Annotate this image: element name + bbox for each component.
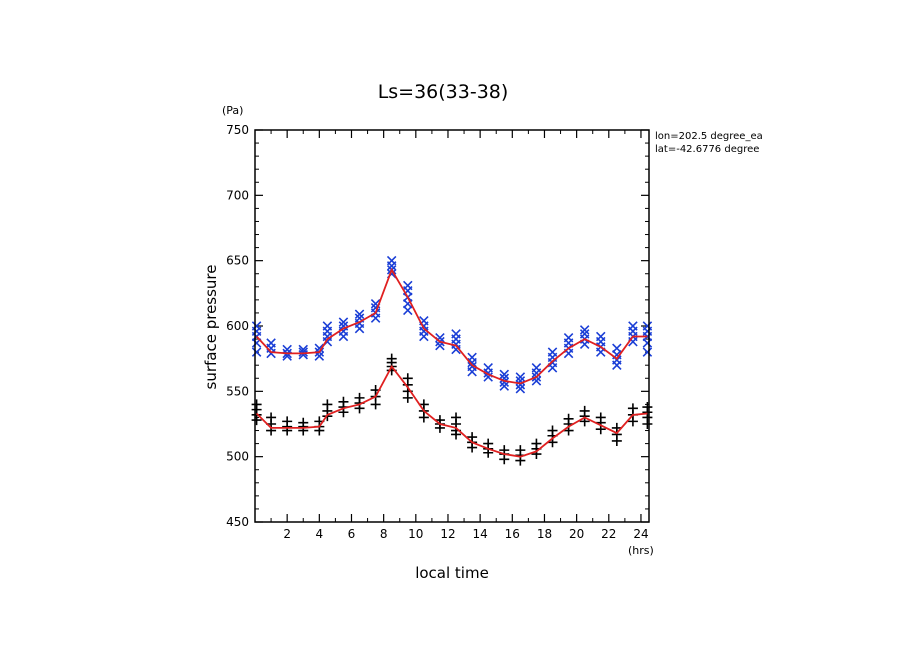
x-marker-point (612, 360, 622, 370)
x-tick-label: 2 (283, 527, 291, 541)
y-tick-label: 450 (226, 515, 249, 529)
x-marker-point (403, 305, 413, 316)
plus-marker-point (499, 454, 510, 465)
plus-marker-point (251, 415, 262, 426)
x-marker-point (251, 347, 262, 357)
x-marker-point (338, 317, 349, 327)
x-marker-point (314, 351, 325, 361)
plus-marker-point (467, 442, 478, 453)
x-tick-label: 12 (440, 527, 455, 541)
x-marker-point (338, 331, 349, 342)
x-marker-point (483, 372, 493, 382)
y-tick-label: 650 (226, 254, 249, 268)
x-tick-label: 22 (601, 527, 616, 541)
data-markers (251, 255, 653, 466)
x-marker-point (467, 366, 477, 377)
plus-marker-point (627, 416, 638, 427)
plus-marker-point (370, 399, 381, 410)
x-tick-label: 20 (569, 527, 584, 541)
plus-marker-point (611, 435, 622, 446)
plus-marker-point (418, 412, 429, 423)
x-marker-point (386, 261, 397, 271)
y-tick-label: 500 (226, 450, 249, 464)
mean-lines (255, 267, 648, 458)
x-axis-label: local time (415, 564, 489, 582)
x-tick-label: 4 (316, 527, 324, 541)
x-marker-point (642, 347, 653, 357)
x-tick-label: 14 (473, 527, 488, 541)
x-tick-label: 6 (348, 527, 356, 541)
y-tick-label: 550 (226, 384, 249, 398)
x-marker-point (451, 344, 461, 355)
x-marker-point (298, 349, 309, 360)
chart-title: Ls=36(33-38) (378, 81, 509, 103)
x-marker-point (266, 348, 276, 359)
x-unit-label: (hrs) (628, 544, 654, 557)
y-tick-label: 750 (226, 123, 249, 137)
x-marker-point (298, 347, 309, 357)
upper-mean-line (255, 267, 648, 385)
x-marker-point (531, 368, 542, 378)
lat-annotation: lat=-42.6776 degree (655, 144, 759, 155)
x-marker-point (642, 338, 653, 348)
plot-frame (254, 129, 650, 523)
x-marker-point (579, 325, 590, 335)
x-tick-label: 18 (537, 527, 552, 541)
lon-annotation: lon=202.5 degree_ea (655, 131, 763, 142)
x-tick-label: 8 (380, 527, 388, 541)
y-axis-label: surface pressure (202, 265, 220, 390)
x-marker-point (419, 331, 429, 342)
x-marker-point (515, 383, 526, 394)
x-marker-point (354, 323, 365, 334)
x-marker-point (499, 369, 510, 380)
y-tick-label: 700 (226, 188, 249, 202)
x-marker-point (354, 309, 365, 320)
lower-mean-line (255, 364, 648, 458)
plus-marker-point (402, 392, 413, 403)
x-marker-point (499, 381, 510, 391)
x-tick-label: 10 (408, 527, 423, 541)
x-tick-label: 16 (505, 527, 520, 541)
x-marker-point (314, 343, 325, 353)
x-marker-point (467, 357, 477, 368)
x-marker-point (515, 372, 526, 382)
y-tick-label: 600 (226, 319, 249, 333)
y-unit-label: (Pa) (222, 104, 243, 117)
x-tick-label: 24 (633, 527, 648, 541)
plus-marker-point (642, 419, 653, 429)
plus-marker-point (451, 429, 462, 440)
